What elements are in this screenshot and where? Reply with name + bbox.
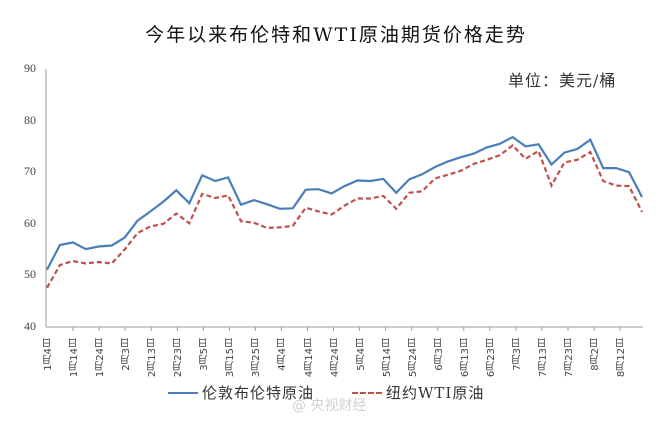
x-tick-marks — [72, 327, 621, 331]
y-tick-label: 90 — [24, 61, 36, 75]
legend-item-wti: 纽约WTI原油 — [352, 382, 484, 403]
legend-item-brent: 伦敦布伦特原油 — [168, 382, 314, 403]
dashed-line-icon — [352, 391, 382, 394]
legend-label-brent: 伦敦布伦特原油 — [202, 384, 315, 402]
y-tick-label: 50 — [24, 267, 36, 282]
legend-label-wti: 纽约WTI原油 — [386, 384, 485, 402]
y-tick-label: 80 — [24, 112, 36, 127]
legend: 伦敦布伦特原油 纽约WTI原油 — [0, 382, 672, 406]
y-tick-label: 60 — [24, 215, 36, 230]
brent-series-line — [46, 135, 643, 271]
wti-series-line — [46, 143, 643, 289]
unit-label: 单位：美元/桶 — [508, 71, 617, 90]
chart-title: 今年以来布伦特和WTI原油期货价格走势 — [145, 24, 527, 46]
y-tick-label: 40 — [24, 319, 36, 333]
y-tick-label: 70 — [24, 164, 36, 179]
watermark: @ 央视财经 — [292, 398, 367, 414]
solid-line-icon — [168, 391, 198, 394]
